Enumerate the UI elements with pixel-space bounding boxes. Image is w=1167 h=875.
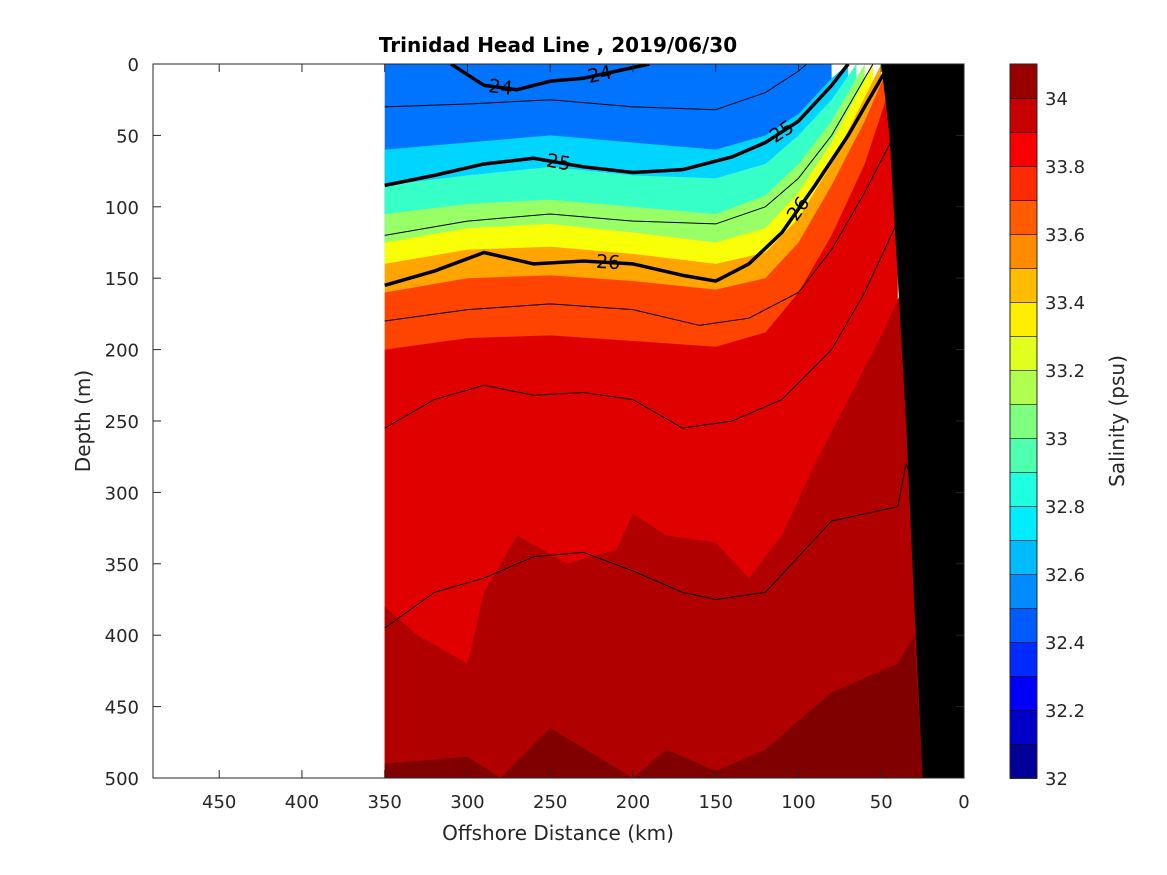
colorbar-segment	[1009, 675, 1038, 711]
y-tick-label: 400	[105, 626, 139, 647]
density-contour-label: 24	[586, 61, 614, 88]
x-tick-label: 0	[958, 792, 969, 813]
colorbar-segment	[1009, 403, 1038, 439]
density-contour-line	[449, 64, 650, 92]
salinity-field	[384, 64, 964, 778]
colorbar-frame	[1009, 63, 1038, 779]
colorbar-segment	[1009, 539, 1038, 575]
bathymetry	[881, 64, 964, 778]
colorbar-segment	[1009, 335, 1038, 371]
salinity-band	[384, 64, 964, 778]
x-tick-label: 400	[285, 792, 319, 813]
colorbar-tick-label: 33.6	[1045, 225, 1085, 246]
y-tick-label: 150	[105, 269, 139, 290]
colorbar-segment	[1009, 267, 1038, 303]
colorbar-segment	[1009, 165, 1038, 201]
y-tick-label: 500	[105, 769, 139, 790]
colorbar-segment	[1009, 63, 1038, 99]
salinity-band	[384, 635, 923, 778]
colorbar-segment	[1009, 131, 1038, 167]
colorbar-tick-label: 33.2	[1045, 361, 1085, 382]
x-tick-label: 250	[533, 792, 567, 813]
y-tick-label: 0	[128, 55, 139, 76]
x-tick-label: 450	[202, 792, 236, 813]
colorbar-tick-label: 33.4	[1045, 293, 1085, 314]
density-contour-line	[384, 64, 915, 326]
y-tick-label: 350	[105, 555, 139, 576]
y-tick-label: 450	[105, 698, 139, 719]
colorbar-segment	[1009, 199, 1038, 235]
density-contour-line	[384, 64, 874, 236]
colorbar-tick-label: 32.8	[1045, 497, 1085, 518]
colorbar-segment	[1009, 301, 1038, 337]
density-contour-label: 24	[487, 75, 514, 100]
x-axis-label: Offshore Distance (km)	[442, 821, 674, 845]
colorbar-tick-label: 32	[1045, 769, 1068, 790]
colorbar-segment	[1009, 709, 1038, 745]
x-tick-label: 350	[368, 792, 402, 813]
colorbar-segment	[1009, 233, 1038, 269]
y-tick-label: 300	[105, 483, 139, 504]
colorbar-segment	[1009, 505, 1038, 541]
colorbar-tick-label: 32.4	[1045, 633, 1085, 654]
colorbar-tick-label: 32.2	[1045, 701, 1085, 722]
x-tick-label: 150	[699, 792, 733, 813]
density-contour-line	[384, 64, 850, 188]
colorbar-segment	[1009, 573, 1038, 609]
density-contour-line	[384, 463, 924, 629]
y-tick-label: 100	[105, 198, 139, 219]
colorbar-tick-label: 33.8	[1045, 157, 1085, 178]
y-tick-label: 250	[105, 412, 139, 433]
bathymetry-shelf	[881, 64, 964, 778]
density-contour-label: 26	[595, 251, 620, 274]
density-contours	[384, 64, 940, 629]
colorbar-segment	[1009, 607, 1038, 643]
x-tick-label: 100	[781, 792, 815, 813]
x-axis-ticks: 450 400 350 300 250 200 150 100 50 0	[202, 64, 970, 813]
chart-title: Trinidad Head Line , 2019/06/30	[379, 33, 737, 57]
y-tick-label: 50	[116, 126, 139, 147]
density-contour-line	[384, 64, 940, 429]
x-tick-label: 300	[450, 792, 484, 813]
colorbar-segment	[1009, 437, 1038, 473]
y-axis-ticks: 0 50 100 150 200 250 300 350 400 450 500	[105, 55, 964, 790]
density-contour-line	[384, 64, 808, 111]
colorbar-tick-label: 33	[1045, 429, 1068, 450]
colorbar-tick-label: 32.6	[1045, 565, 1085, 586]
colorbar-segment	[1009, 743, 1038, 779]
colorbar: 32 32.2 32.4 32.6 32.8 33 33.2 33.4 33.6 33.8 34	[1009, 63, 1085, 790]
density-contour-label: 25	[545, 150, 573, 176]
colorbar-segment	[1009, 97, 1038, 133]
colorbar-label: Salinity (psu)	[1105, 355, 1129, 487]
colorbar-segment	[1009, 641, 1038, 677]
x-tick-label: 200	[616, 792, 650, 813]
density-contour-line	[384, 64, 892, 288]
x-tick-label: 50	[870, 792, 893, 813]
colorbar-segment	[1009, 471, 1038, 507]
colorbar-segment	[1009, 369, 1038, 405]
y-axis-label: Depth (m)	[71, 370, 95, 472]
colorbar-tick-label: 34	[1045, 89, 1068, 110]
y-tick-label: 200	[105, 341, 139, 362]
